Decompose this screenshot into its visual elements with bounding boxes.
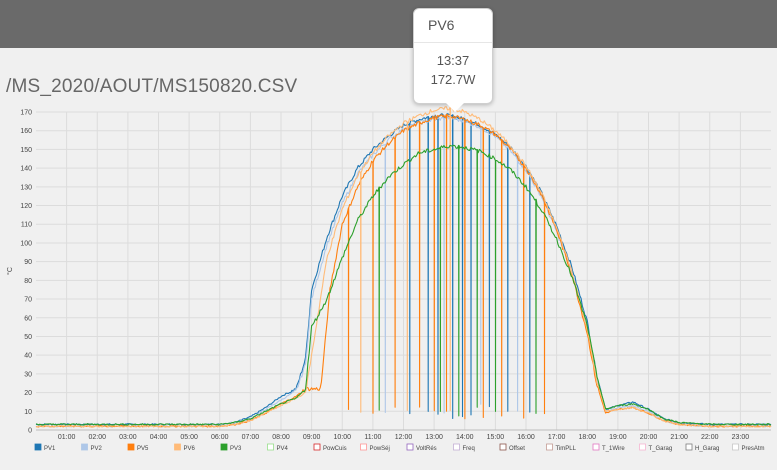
legend-label: Offset <box>509 446 525 452</box>
legend-label: PV1 <box>44 446 56 452</box>
x-tick-label: 16:00 <box>517 434 535 441</box>
legend-swatch-offset <box>499 443 507 451</box>
plot-area <box>35 106 772 428</box>
tooltip-arrow <box>446 103 464 112</box>
y-tick-label: 70 <box>24 297 32 304</box>
legend: PV1 PV2 PV5 PV6 PV3 PV4 PowCuis PowSéj VoltRés Fr… <box>34 443 765 452</box>
tooltip: PV6 13:37 172.7W <box>413 8 493 112</box>
legend-swatch-t_garag <box>639 443 646 451</box>
x-tick-label: 17:00 <box>548 434 566 441</box>
y-tick-label: 0 <box>28 428 32 435</box>
y-tick-label: 100 <box>20 240 32 247</box>
x-axis: 01:00 02:00 03:00 04:00 05:00 06:00 07:00 08:00… <box>36 429 771 441</box>
series-line-pv3 <box>35 144 772 426</box>
y-tick-label: 150 <box>20 147 32 154</box>
x-tick-label: 15:00 <box>487 434 505 441</box>
x-tick-label: 10:00 <box>333 434 351 441</box>
legend-label: Freq <box>463 446 475 452</box>
y-tick-label: 20 <box>24 390 32 397</box>
y-tick-label: 140 <box>20 166 32 173</box>
tooltip-series: PV6 <box>414 9 492 43</box>
x-tick-label: 20:00 <box>640 434 658 441</box>
legend-label: T_1Wire <box>602 446 625 452</box>
x-tick-label: 14:00 <box>456 434 474 441</box>
x-tick-label: 11:00 <box>364 434 381 441</box>
y-tick-label: 110 <box>21 222 32 229</box>
chart-grid <box>36 111 771 431</box>
legend-label: PresAtm <box>742 446 765 452</box>
legend-label: PV2 <box>91 446 103 452</box>
legend-swatch-t_1wire <box>592 443 600 451</box>
legend-swatch-presatm <box>732 443 739 451</box>
legend-label: PV5 <box>137 446 149 452</box>
legend-swatch-pv2 <box>81 443 88 451</box>
x-tick-label: 22:00 <box>701 434 719 441</box>
x-tick-label: 19:00 <box>609 434 627 441</box>
legend-label: PowSéj <box>370 446 390 452</box>
y-tick-label: 10 <box>24 409 32 416</box>
legend-swatch-freq <box>453 443 460 451</box>
y-tick-label: 60 <box>24 315 32 322</box>
page-title: /MS_2020/AOUT/MS150820.CSV <box>6 76 298 97</box>
x-tick-label: 01:00 <box>58 434 76 441</box>
legend-label: PowCuis <box>323 446 347 452</box>
tooltip-time: 13:37 <box>436 53 470 68</box>
x-tick-label: 21:00 <box>670 434 688 441</box>
x-tick-label: 13:00 <box>425 434 443 441</box>
y-tick-label: 30 <box>24 371 32 378</box>
legend-label: TimPLL <box>556 446 577 452</box>
y-tick-label: 80 <box>24 278 32 285</box>
y-tick-label: 50 <box>24 334 32 341</box>
legend-swatch-powséj <box>360 443 367 451</box>
y-tick-label: 160 <box>20 128 32 135</box>
x-tick-label: 07:00 <box>242 434 260 441</box>
y-tick-label: 170 <box>20 110 32 117</box>
x-tick-label: 03:00 <box>119 434 137 441</box>
legend-swatch-powcuis <box>313 443 321 451</box>
y-tick-label: 40 <box>24 353 32 360</box>
x-tick-label: 02:00 <box>88 434 106 441</box>
x-tick-label: 04:00 <box>150 434 168 441</box>
y-tick-label: 90 <box>24 259 32 266</box>
legend-swatch-timpll <box>546 443 553 451</box>
x-tick-label: 08:00 <box>272 434 290 441</box>
legend-swatch-pv1 <box>34 443 42 451</box>
x-tick-label: 09:00 <box>303 434 321 441</box>
legend-label: T_Garag <box>649 446 673 452</box>
series-line-pv6 <box>35 106 772 428</box>
legend-swatch-pv6 <box>174 443 181 451</box>
x-tick-label: 06:00 <box>211 434 229 441</box>
x-tick-label: 18:00 <box>578 434 596 441</box>
tooltip-value: 172.7W <box>430 72 476 87</box>
legend-swatch-pv3 <box>220 443 228 451</box>
y-axis: 0 10 20 30 40 50 60 70 80 90 100 110 120 130 140 150 160… <box>6 110 32 435</box>
x-tick-label: 05:00 <box>180 434 198 441</box>
y-tick-label: 120 <box>20 203 32 210</box>
legend-label: H_Garag <box>695 446 719 452</box>
legend-swatch-h_garag <box>685 443 693 451</box>
legend-swatch-pv4 <box>267 443 274 451</box>
x-tick-label: 23:00 <box>732 434 750 441</box>
legend-swatch-voltrés <box>406 443 414 451</box>
legend-label: PV3 <box>230 446 242 452</box>
top-bar <box>0 0 777 48</box>
x-tick-label: 12:00 <box>395 434 413 441</box>
y-tick-label: 130 <box>20 184 32 191</box>
legend-label: PV4 <box>277 446 289 452</box>
legend-label: PV6 <box>184 446 196 452</box>
legend-swatch-pv5 <box>127 443 135 451</box>
y-axis-title: °C <box>6 267 14 275</box>
legend-label: VoltRés <box>416 446 437 452</box>
